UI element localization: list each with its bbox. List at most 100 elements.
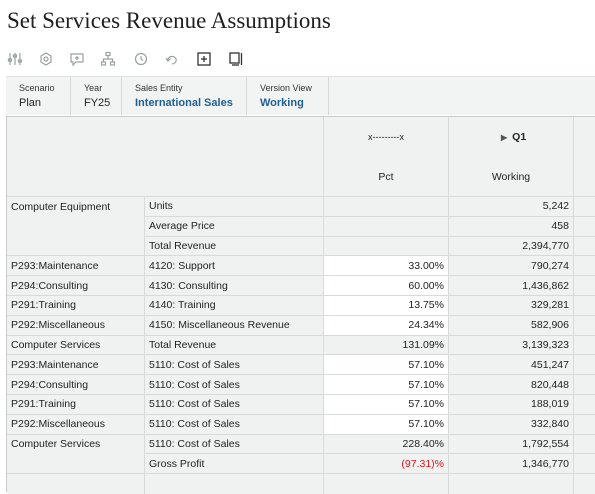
hierarchy-icon[interactable] <box>99 50 117 68</box>
cell-value: 60.00% <box>408 279 444 292</box>
cell-value: 24.34% <box>408 319 444 332</box>
q1-cell: 329,281 <box>449 296 574 316</box>
pov-scenario[interactable]: Scenario Plan <box>6 77 71 115</box>
export-icon[interactable] <box>227 50 245 68</box>
cell-value: 57.10% <box>408 418 444 431</box>
cell-value: 3,139,323 <box>522 338 569 351</box>
overflow-cell <box>574 276 595 296</box>
column-header-q1[interactable]: ▶ Q1 <box>449 117 574 157</box>
row-label: P294:Consulting <box>11 279 89 292</box>
column-header-working: Working <box>449 157 574 197</box>
column-header-dimension: x---------x <box>324 117 449 157</box>
pct-cell[interactable]: 24.34% <box>324 315 449 336</box>
cell-value: 1,792,554 <box>522 437 569 450</box>
pov-label: Sales Entity <box>135 83 183 93</box>
column-header-label: x---------x <box>368 132 404 142</box>
row-label: 5110: Cost of Sales <box>149 418 240 431</box>
row-label: Computer Equipment <box>11 200 111 213</box>
column-header-label: Pct <box>378 170 394 183</box>
q1-cell: 3,139,323 <box>449 335 574 356</box>
row-member-product: P292:Miscellaneous <box>7 315 145 336</box>
pov-bar: Scenario Plan Year FY25 Sales Entity Int… <box>6 76 595 115</box>
row-member-product: P293:Maintenance <box>7 256 145 277</box>
pct-cell: 228.40% <box>324 434 449 455</box>
row-label: Gross Profit <box>149 457 205 470</box>
row-member-product: Computer Services <box>7 335 145 356</box>
pct-cell <box>324 197 449 217</box>
row-label: P293:Maintenance <box>11 358 99 371</box>
pov-version-view[interactable]: Version View Working <box>247 77 329 115</box>
overflow-cell <box>574 355 595 376</box>
overflow-cell <box>574 454 595 475</box>
undo-icon[interactable] <box>163 50 181 68</box>
q1-cell: 820,448 <box>449 375 574 395</box>
pct-cell[interactable]: 33.00% <box>324 256 449 277</box>
q1-cell: 1,346,770 <box>449 454 574 475</box>
focus-grid-icon[interactable] <box>195 50 213 68</box>
row-member-account: 4150: Miscellaneous Revenue <box>145 315 324 336</box>
q1-cell: 451,247 <box>449 355 574 376</box>
cell-value: 2,394,770 <box>522 239 569 252</box>
pov-value: Plan <box>19 97 42 109</box>
pov-sales-entity[interactable]: Sales Entity International Sales <box>122 77 247 115</box>
comment-icon[interactable] <box>68 50 86 68</box>
empty-cell <box>145 474 324 494</box>
row-member-product: P294:Consulting <box>7 375 145 395</box>
column-header-label: Working <box>491 170 531 183</box>
pct-cell[interactable]: 57.10% <box>324 375 449 395</box>
pov-label: Year <box>84 83 103 93</box>
pov-year[interactable]: Year FY25 <box>71 77 122 115</box>
row-member-product: P293:Maintenance <box>7 355 145 376</box>
q1-cell: 1,792,554 <box>449 434 574 455</box>
pct-cell <box>324 236 449 257</box>
overflow-cell <box>574 197 595 217</box>
cell-value: 228.40% <box>402 437 444 450</box>
overflow-cell <box>574 256 595 277</box>
row-member-account: 5110: Cost of Sales <box>145 355 324 376</box>
sliders-icon[interactable] <box>6 50 24 68</box>
gear-box-icon[interactable] <box>37 50 55 68</box>
column-header-label: ▶ Q1 <box>501 131 526 143</box>
cell-value: 57.10% <box>408 398 444 411</box>
cell-value: 57.10% <box>408 358 444 371</box>
cell-value: (97.31)% <box>401 457 444 470</box>
column-header-overflow <box>574 157 595 197</box>
cell-value: 332,840 <box>531 418 569 431</box>
row-member-account: Units <box>145 197 324 217</box>
q1-cell: 188,019 <box>449 395 574 415</box>
pct-cell[interactable]: 57.10% <box>324 355 449 376</box>
row-label: P292:Miscellaneous <box>11 319 105 332</box>
cell-value: 1,346,770 <box>522 457 569 470</box>
pct-cell[interactable]: 60.00% <box>324 276 449 296</box>
row-label: 4130: Consulting <box>149 279 228 292</box>
row-label: 4120: Support <box>149 259 215 272</box>
pct-cell[interactable]: 57.10% <box>324 414 449 435</box>
toolbar <box>0 48 595 70</box>
overflow-cell <box>574 296 595 316</box>
q1-cell: 5,242 <box>449 197 574 217</box>
cell-value: 131.09% <box>402 338 444 351</box>
cell-value: 188,019 <box>531 398 569 411</box>
row-label: P291:Training <box>11 398 76 411</box>
row-member-account: 4140: Training <box>145 296 324 316</box>
row-member-account: Total Revenue <box>145 335 324 356</box>
cell-value: 458 <box>551 220 569 233</box>
empty-cell <box>574 474 595 494</box>
pct-cell: 131.09% <box>324 335 449 356</box>
row-member-product: P294:Consulting <box>7 276 145 296</box>
row-label: P294:Consulting <box>11 378 89 391</box>
row-header-corner <box>7 117 324 197</box>
row-member-account: 5110: Cost of Sales <box>145 434 324 455</box>
pct-cell[interactable]: 57.10% <box>324 395 449 415</box>
history-icon[interactable] <box>132 50 150 68</box>
data-grid: x---------x ▶ Q1 Pct Working Computer Equ… <box>6 116 595 494</box>
pct-cell[interactable]: 13.75% <box>324 296 449 316</box>
expand-triangle-icon[interactable]: ▶ <box>501 133 508 142</box>
row-member-product <box>7 236 145 257</box>
overflow-cell <box>574 414 595 435</box>
row-label: 5110: Cost of Sales <box>149 358 240 371</box>
page-title: Set Services Revenue Assumptions <box>7 8 331 33</box>
row-member-product: Computer Equipment <box>7 197 145 217</box>
row-label: Average Price <box>149 220 215 233</box>
overflow-cell <box>574 315 595 336</box>
